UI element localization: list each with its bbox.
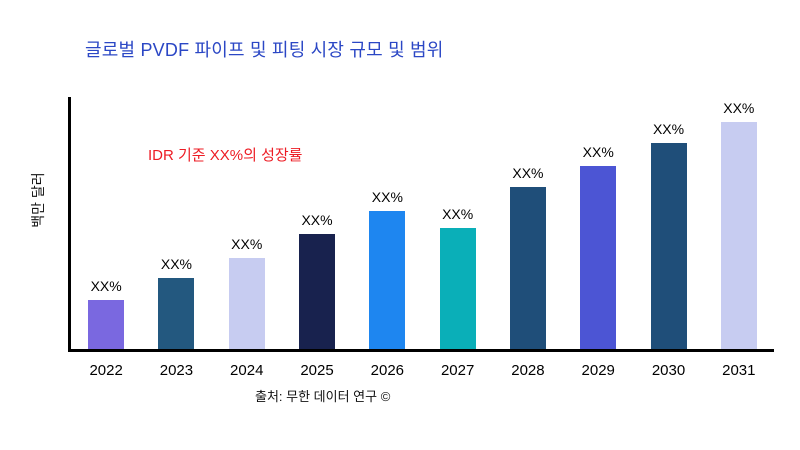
bars: XX% 2022 XX% 2023 XX% 2024 XX% 2025 XX% 2026 XX% 20… <box>71 97 774 379</box>
bar-value-label: XX% <box>301 212 333 229</box>
bar-group-2031: XX% 2031 <box>704 97 774 379</box>
bar-group-2029: XX% 2029 <box>563 97 633 379</box>
bar-value-label: XX% <box>652 121 685 138</box>
x-tick-label: 2031 <box>722 362 756 379</box>
bar-2031 <box>720 121 757 349</box>
x-tick-label: 2024 <box>230 362 264 379</box>
bar-2028 <box>509 186 546 349</box>
bar-group-2022: XX% 2022 <box>71 97 141 379</box>
bar-value-label: XX% <box>723 99 755 116</box>
bar-2026 <box>369 210 406 349</box>
bar-2029 <box>580 166 617 349</box>
bar-group-2026: XX% 2026 <box>352 97 422 379</box>
y-axis-label: 백만 달러 <box>30 172 46 228</box>
bar-value-label: XX% <box>371 188 403 205</box>
growth-annotation: IDR 기준 XX%의 성장률 <box>148 147 303 164</box>
x-tick-label: 2030 <box>651 362 686 379</box>
bar-value-label: XX% <box>90 277 122 294</box>
x-tick-label: 2023 <box>159 362 194 379</box>
bar-value-label: XX% <box>582 144 614 161</box>
bar-2030 <box>650 143 687 349</box>
bar-group-2027: XX% 2027 <box>422 97 492 379</box>
bar-group-2030: XX% 2030 <box>633 97 703 379</box>
x-tick-label: 2028 <box>511 362 545 379</box>
bar-value-label: XX% <box>442 205 474 222</box>
chart-title: 글로벌 PVDF 파이프 및 피팅 시장 규모 및 범위 <box>85 40 444 60</box>
bar-group-2028: XX% 2028 <box>493 97 563 379</box>
bar-group-2023: XX% 2023 <box>141 97 211 379</box>
bar-2027 <box>439 227 476 349</box>
bar-2025 <box>299 234 336 349</box>
plot-area: XX% 2022 XX% 2023 XX% 2024 XX% 2025 XX% 2026 XX% 20… <box>68 97 774 379</box>
bar-2022 <box>88 299 125 349</box>
bar-value-label: XX% <box>231 236 263 253</box>
x-tick-label: 2027 <box>440 362 475 379</box>
x-tick-label: 2025 <box>300 362 334 379</box>
x-tick-label: 2026 <box>370 362 405 379</box>
x-tick-label: 2022 <box>89 362 123 379</box>
bar-value-label: XX% <box>512 164 544 181</box>
bar-2023 <box>158 277 195 349</box>
source-caption: 출처: 무한 데이터 연구 © <box>255 389 391 404</box>
bar-group-2024: XX% 2024 <box>212 97 282 379</box>
bar-2024 <box>228 258 265 349</box>
bar-group-2025: XX% 2025 <box>282 97 352 379</box>
x-tick-label: 2029 <box>581 362 615 379</box>
bar-value-label: XX% <box>160 255 192 272</box>
